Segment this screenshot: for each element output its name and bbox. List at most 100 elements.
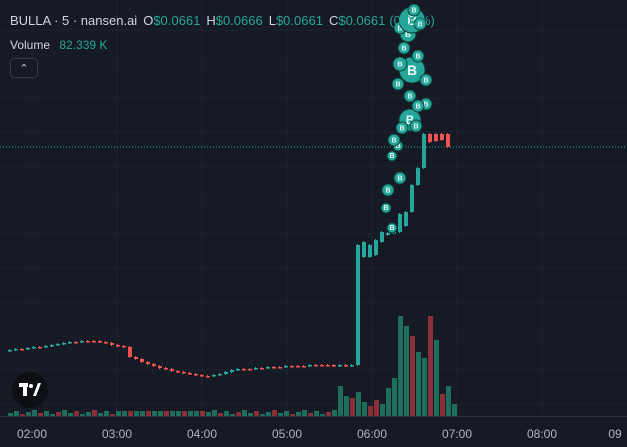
- buy-marker-label: B: [407, 63, 417, 78]
- candle: [98, 341, 102, 343]
- buy-marker[interactable]: [392, 56, 408, 72]
- volume-bar: [296, 412, 301, 416]
- volume-bar: [242, 410, 247, 416]
- volume-bar: [98, 413, 103, 416]
- buy-marker[interactable]: [395, 121, 409, 135]
- candle: [266, 367, 270, 369]
- volume-bar: [326, 412, 331, 416]
- chevron-up-icon: ⌃: [19, 62, 29, 75]
- volume-bar: [320, 414, 325, 416]
- buy-marker-label: B: [423, 77, 428, 84]
- buy-marker[interactable]: [409, 119, 423, 133]
- volume-bar: [302, 410, 307, 416]
- buy-marker[interactable]: [380, 202, 392, 214]
- volume-bar: [398, 316, 403, 416]
- buy-marker[interactable]: [393, 171, 407, 185]
- candle: [212, 375, 216, 377]
- candle: [338, 365, 342, 367]
- buy-marker[interactable]: [407, 3, 421, 17]
- volume-bar: [278, 413, 283, 416]
- volume-bar: [128, 411, 133, 416]
- candle: [374, 240, 378, 255]
- candle: [284, 366, 288, 368]
- buy-marker[interactable]: [413, 17, 427, 31]
- volume-bar: [314, 411, 319, 416]
- candle: [236, 369, 240, 371]
- buy-marker-label: B: [399, 125, 404, 132]
- volume-bar: [374, 400, 379, 416]
- open-label: O: [143, 13, 154, 28]
- volume-bar: [218, 413, 223, 416]
- volume-bar: [230, 414, 235, 416]
- volume-bar: [176, 411, 181, 416]
- volume-bar: [206, 412, 211, 416]
- candle: [404, 212, 408, 226]
- candle: [314, 365, 318, 367]
- candle: [218, 374, 222, 376]
- buy-marker-label: B: [411, 7, 416, 14]
- volume-bar: [422, 358, 427, 416]
- buy-marker[interactable]: [391, 77, 405, 91]
- candle: [158, 366, 162, 368]
- buy-marker-label: B: [385, 187, 390, 194]
- buy-marker[interactable]: [381, 183, 395, 197]
- candle: [224, 372, 228, 374]
- volume-bar: [122, 411, 127, 416]
- buy-marker-label: B: [401, 45, 406, 52]
- volume-bar: [224, 411, 229, 416]
- buy-marker[interactable]: [397, 41, 411, 55]
- buy-marker-label: B: [397, 175, 402, 182]
- volume-bar: [254, 411, 259, 416]
- candle: [188, 373, 192, 375]
- buy-marker[interactable]: [411, 49, 425, 63]
- time-axis[interactable]: 02:00 03:00 04:00 05:00 06:00 07:00 08:0…: [0, 416, 627, 447]
- volume-bar: [164, 411, 169, 416]
- volume-bar: [380, 404, 385, 416]
- volume-bar: [416, 352, 421, 416]
- volume-bar: [446, 386, 451, 416]
- buy-marker-label: B: [395, 81, 400, 88]
- volume-label: Volume: [10, 38, 51, 52]
- buy-marker[interactable]: [419, 73, 433, 87]
- buy-marker-label: B: [397, 60, 402, 69]
- buy-marker-label: B: [389, 225, 394, 232]
- candle: [80, 341, 84, 343]
- candle: [386, 233, 390, 235]
- candle: [92, 341, 96, 343]
- volume-bar: [92, 410, 97, 416]
- buy-marker[interactable]: [386, 222, 398, 234]
- buy-marker-label: B: [407, 13, 417, 28]
- candle: [332, 365, 336, 367]
- buy-marker[interactable]: [386, 150, 398, 162]
- volume-bar: [392, 378, 397, 416]
- candle: [26, 348, 30, 350]
- buy-marker[interactable]: [387, 133, 401, 147]
- volume-bar: [368, 406, 373, 416]
- buy-marker-label: B: [391, 137, 396, 144]
- time-axis-label: 06:00: [356, 427, 388, 441]
- candle: [170, 369, 174, 371]
- buy-marker[interactable]: [403, 89, 417, 103]
- candle: [440, 134, 444, 140]
- candle: [176, 371, 180, 373]
- candle: [32, 347, 36, 349]
- candle: [230, 370, 234, 372]
- volume-bar: [356, 392, 361, 416]
- buy-marker-label: B: [407, 93, 412, 100]
- candle: [206, 376, 210, 378]
- candle: [164, 368, 168, 370]
- collapse-legend-button[interactable]: ⌃: [10, 58, 38, 78]
- buy-marker-label: B: [397, 25, 402, 32]
- volume-bar: [62, 410, 67, 416]
- volume-bar: [260, 414, 265, 416]
- symbol-title[interactable]: BULLA · 5 · nansen.ai: [10, 13, 138, 28]
- candlesticks: [8, 133, 450, 378]
- buy-marker[interactable]: [411, 99, 425, 113]
- tradingview-logo[interactable]: [12, 372, 48, 408]
- buy-marker-label: B: [417, 21, 422, 28]
- candle: [248, 369, 252, 371]
- candle: [302, 366, 306, 368]
- candle: [152, 364, 156, 366]
